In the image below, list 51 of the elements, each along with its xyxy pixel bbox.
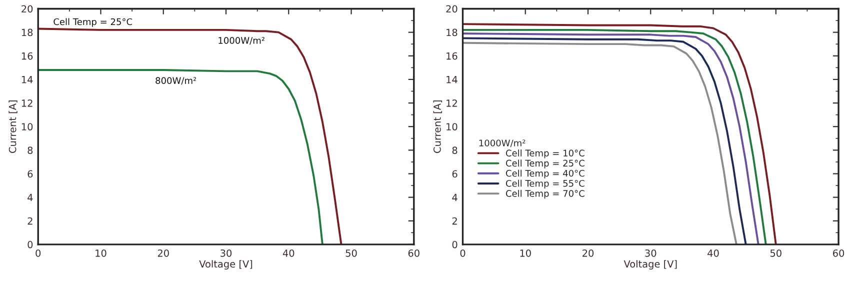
y-tick-label: 16 <box>446 52 458 60</box>
y-tick-label: 12 <box>446 99 457 107</box>
y-tick-label: 0 <box>28 240 33 248</box>
y-tick-label: 4 <box>452 194 458 201</box>
line-series <box>38 28 342 244</box>
series-label: 800W/m² <box>156 77 196 85</box>
x-axis-title: Voltage [V] <box>624 260 677 270</box>
y-tick-label: 6 <box>28 170 33 178</box>
y-tick-label: 10 <box>446 123 458 130</box>
annotation: Cell Temp = 25°C <box>54 18 132 27</box>
x-tick-label: 50 <box>770 249 782 257</box>
x-tick-label: 20 <box>158 249 169 257</box>
y-tick-label: 2 <box>452 217 457 225</box>
x-tick-label: 10 <box>96 249 106 257</box>
x-tick-label: 50 <box>346 249 357 257</box>
line-series <box>38 69 324 244</box>
x-tick-label: 40 <box>282 249 294 257</box>
y-tick-label: 16 <box>22 52 33 60</box>
legend-title: 1000W/m² <box>479 140 526 148</box>
y-tick-label: 18 <box>446 28 458 36</box>
x-tick-label: 30 <box>220 249 232 257</box>
y-tick-label: 20 <box>22 5 33 13</box>
y-tick-label: 14 <box>22 76 33 84</box>
x-tick-label: 20 <box>582 249 594 257</box>
y-tick-label: 6 <box>452 170 458 178</box>
legend-label: Cell Temp = 25°C <box>506 160 584 168</box>
y-tick-label: 8 <box>28 146 33 154</box>
y-axis-title: Current [A] <box>8 100 18 153</box>
y-tick-label: 10 <box>22 123 33 130</box>
y-tick-label: 0 <box>452 240 458 248</box>
legend-label: Cell Temp = 40°C <box>506 170 584 178</box>
legend-label: Cell Temp = 55°C <box>506 180 584 189</box>
y-tick-label: 4 <box>28 194 33 201</box>
x-tick-label: 0 <box>36 249 41 257</box>
x-tick-label: 40 <box>708 249 719 257</box>
x-tick-label: 10 <box>520 249 531 257</box>
series-label: 1000W/m² <box>218 37 264 45</box>
x-tick-label: 60 <box>408 249 420 257</box>
x-tick-label: 0 <box>460 249 466 257</box>
y-axis-title: Current [A] <box>433 100 442 153</box>
y-tick-label: 20 <box>446 5 458 13</box>
y-tick-label: 8 <box>452 146 458 154</box>
legend-label: Cell Temp = 10°C <box>506 150 584 158</box>
x-tick-label: 30 <box>645 249 656 257</box>
y-tick-label: 12 <box>22 99 32 107</box>
y-tick-label: 2 <box>28 217 32 225</box>
y-tick-label: 14 <box>446 76 458 84</box>
x-axis-title: Voltage [V] <box>199 260 252 270</box>
y-tick-label: 18 <box>22 28 33 36</box>
legend-label: Cell Temp = 70°C <box>506 190 584 199</box>
x-tick-label: 60 <box>833 249 844 257</box>
